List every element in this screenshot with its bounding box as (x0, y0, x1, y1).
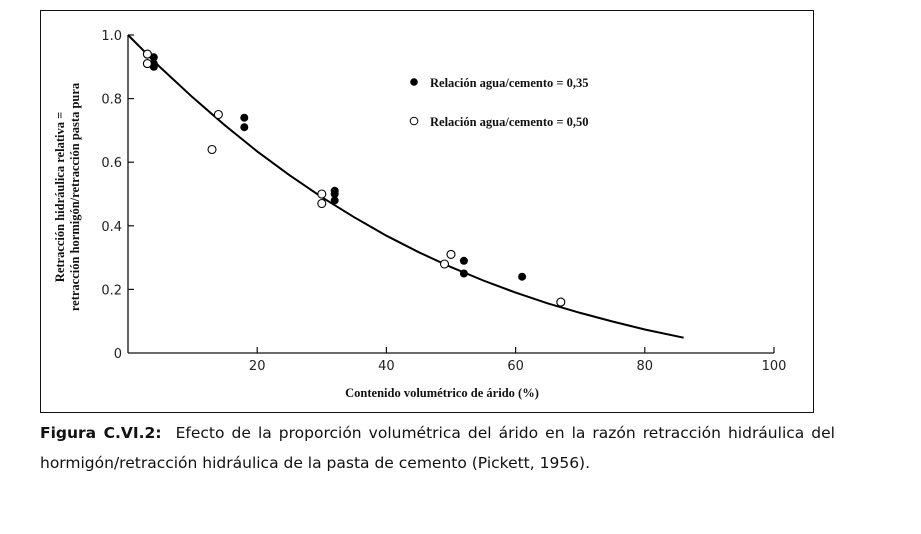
legend-marker-filled (410, 78, 418, 86)
y-tick-label: 0.4 (101, 220, 122, 235)
data-point-open (207, 144, 217, 155)
y-axis-label-line1: Retracción hidráulica relativa = (53, 112, 67, 282)
data-point-open (439, 259, 450, 269)
data-point-filled (240, 123, 249, 132)
data-point-filled (518, 272, 527, 281)
data-point-open (317, 198, 327, 209)
data-points-layer (142, 49, 566, 307)
data-point-open (142, 49, 152, 59)
data-point-open (213, 109, 223, 120)
y-tick-label: 0.6 (101, 156, 122, 171)
data-point-filled (459, 269, 468, 278)
caption-text: Efecto de la proporción volumétrica del … (40, 424, 835, 472)
data-point-filled (149, 53, 158, 62)
data-point-open (556, 297, 566, 307)
fit-curve (127, 34, 684, 339)
y-tick-label: 1.0 (101, 29, 122, 44)
data-point-filled (330, 196, 339, 205)
x-tick-label: 40 (378, 359, 395, 374)
data-point-filled (459, 256, 468, 265)
data-point-filled (330, 190, 339, 198)
figure-caption: Figura C.VI.2: Efecto de la proporción v… (40, 418, 835, 478)
data-point-open (317, 189, 327, 199)
data-point-filled (240, 113, 249, 122)
caption-label: Figura C.VI.2: (40, 424, 162, 442)
x-tick-label: 80 (637, 359, 654, 374)
x-tick-label: 60 (507, 359, 524, 374)
figure-frame (40, 10, 814, 413)
legend-marker-open (409, 116, 419, 126)
data-point-open (446, 249, 456, 259)
fit-curve-layer (127, 34, 684, 339)
data-point-filled (149, 62, 158, 71)
y-tick-label: 0 (114, 347, 122, 362)
x-tick-label: 20 (249, 359, 266, 374)
x-tick-label: 100 (762, 359, 787, 374)
y-tick-label: 0.8 (101, 93, 122, 108)
y-axis-label-line2: retracción hormigón/retracción pasta pur… (68, 82, 82, 311)
chart: 20 40 60 80 100 0 0.2 0.4 0.6 0.8 1.0 Relación agu… (53, 29, 786, 400)
data-point-open (142, 59, 152, 69)
legend-label-035: Relación agua/cemento = 0,35 (430, 76, 589, 90)
y-tick-label: 0.2 (101, 283, 122, 298)
legend: Relación agua/cemento = 0,35 Relación ag… (409, 76, 589, 129)
axes: 20 40 60 80 100 0 0.2 0.4 0.6 0.8 1.0 (101, 29, 786, 374)
x-axis-label: Contenido volumétrico de árido (%) (345, 386, 539, 400)
legend-label-050: Relación agua/cemento = 0,50 (430, 115, 589, 129)
